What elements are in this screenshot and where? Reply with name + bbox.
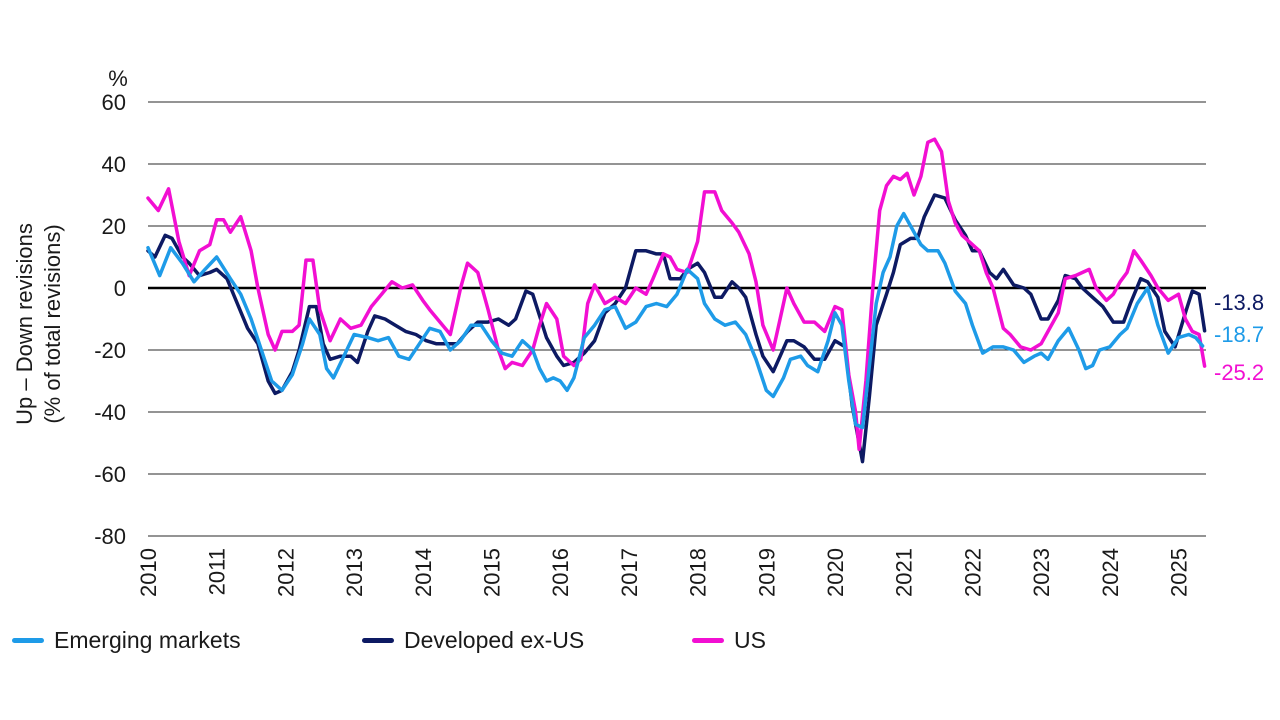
end-label-emerging-markets: -18.7 <box>1214 322 1264 347</box>
end-label-developed-ex-us: -13.8 <box>1214 290 1264 315</box>
x-tick-label: 2013 <box>342 548 367 597</box>
x-axis-ticks: 2010 2011 2012 2013 2014 2015 2016 2017 2018 2019… <box>136 548 1192 597</box>
y-tick-label: 0 <box>114 276 126 301</box>
x-tick-label: 2021 <box>892 548 917 597</box>
legend-swatch-us <box>692 637 724 643</box>
x-tick-label: 2012 <box>273 548 298 597</box>
series-line-us <box>146 137 1207 451</box>
y-tick-label: 20 <box>102 214 126 239</box>
x-tick-label: 2016 <box>548 548 573 597</box>
series-lines <box>146 137 1207 464</box>
legend-label-developed-ex-us: Developed ex-US <box>404 626 585 653</box>
x-tick-label: 2019 <box>754 548 779 597</box>
legend-item-emerging-markets: Emerging markets <box>12 622 241 658</box>
x-tick-label: 2010 <box>136 548 161 597</box>
y-tick-label: 60 <box>102 90 126 115</box>
y-tick-label: -20 <box>94 338 126 363</box>
x-tick-label: 2020 <box>823 548 848 597</box>
legend-label-us: US <box>734 626 766 653</box>
legend-item-us: US <box>692 622 766 658</box>
series-line-emerging-markets <box>146 211 1205 430</box>
x-tick-label: 2024 <box>1098 548 1123 597</box>
legend-item-developed-ex-us: Developed ex-US <box>362 622 584 658</box>
end-value-labels: -18.7 -13.8 -25.2 <box>1214 290 1264 385</box>
y-tick-label: -80 <box>94 524 126 549</box>
x-tick-label: 2018 <box>686 548 711 597</box>
x-tick-label: 2023 <box>1029 548 1054 597</box>
y-axis-title-line1: Up – Down revisions <box>12 223 37 425</box>
y-tick-label: 40 <box>102 152 126 177</box>
y-axis-title-line2: (% of total revisions) <box>40 224 65 423</box>
end-label-us: -25.2 <box>1214 360 1264 385</box>
legend-label-emerging-markets: Emerging markets <box>54 626 241 653</box>
y-axis-ticks: 60 40 20 0 -20 -40 -60 -80 <box>94 90 126 549</box>
legend: Emerging markets Developed ex-US US <box>12 622 1012 658</box>
x-tick-label: 2015 <box>480 548 505 597</box>
y-tick-label: -40 <box>94 400 126 425</box>
legend-swatch-emerging-markets <box>12 637 44 643</box>
x-tick-label: 2011 <box>205 548 230 595</box>
legend-swatch-developed-ex-us <box>362 637 394 643</box>
x-tick-label: 2014 <box>411 548 436 597</box>
y-tick-label: -60 <box>94 462 126 487</box>
x-tick-label: 2022 <box>960 548 985 597</box>
y-unit-label: % <box>108 66 128 91</box>
x-tick-label: 2025 <box>1167 548 1192 597</box>
x-tick-label: 2017 <box>617 548 642 597</box>
